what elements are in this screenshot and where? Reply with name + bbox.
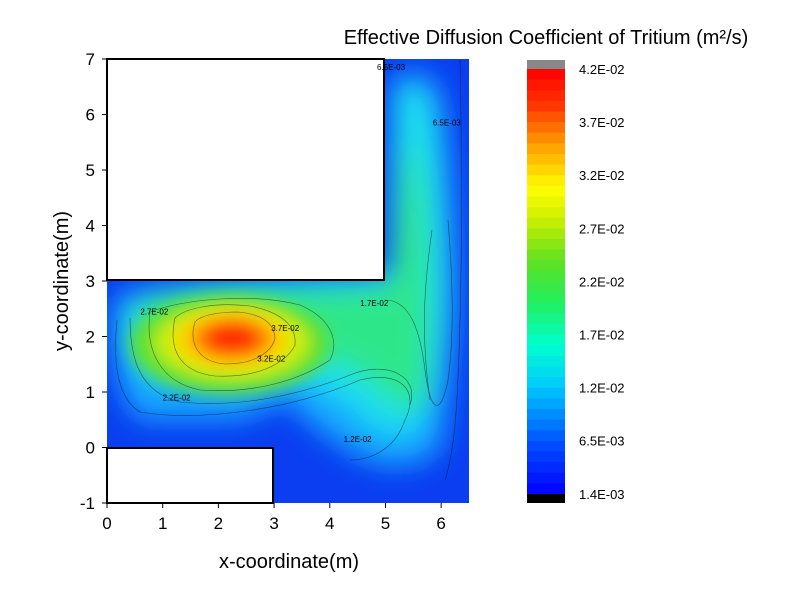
x-axis-ticks: 0 1 2 3 4 5 6 xyxy=(102,503,446,533)
colorbar-band xyxy=(527,122,565,134)
y-tick-label: 1 xyxy=(86,383,95,402)
colorbar xyxy=(527,60,565,503)
colorbar-tick-label: 3.7E-02 xyxy=(579,115,625,130)
colorbar-band xyxy=(527,398,565,410)
contour-label: 2.7E-02 xyxy=(140,307,169,316)
colorbar-band xyxy=(527,440,565,453)
excluded-region-bottom xyxy=(106,447,274,504)
colorbar-band xyxy=(527,239,565,251)
excluded-region-top xyxy=(106,58,385,281)
colorbar-band xyxy=(527,79,565,91)
colorbar-band xyxy=(527,196,565,208)
contour-label: 1.2E-02 xyxy=(344,435,373,444)
colorbar-band xyxy=(527,451,565,463)
colorbar-band xyxy=(527,334,565,346)
x-tick-label: 4 xyxy=(325,514,334,533)
y-axis-label: y-coordinate(m) xyxy=(51,211,73,351)
colorbar-over-cell xyxy=(527,60,565,69)
x-tick-label: 6 xyxy=(436,514,445,533)
contour-label: 6.5E-03 xyxy=(377,63,406,72)
colorbar-band xyxy=(527,164,565,176)
colorbar-band xyxy=(527,430,565,442)
colorbar-band xyxy=(527,345,565,357)
colorbar-band xyxy=(527,217,565,229)
colorbar-band xyxy=(527,90,565,102)
colorbar-band xyxy=(527,228,565,240)
colorbar-tick-label: 1.2E-02 xyxy=(579,381,625,396)
colorbar-band xyxy=(527,69,565,81)
colorbar-tick-label: 1.4E-03 xyxy=(579,487,625,502)
colorbar-band xyxy=(527,409,565,421)
y-tick-label: 5 xyxy=(86,161,95,180)
colorbar-band xyxy=(527,324,565,336)
x-axis-label: x-coordinate(m) xyxy=(219,551,359,573)
x-tick-label: 1 xyxy=(158,514,167,533)
contour-label: 1.7E-02 xyxy=(360,299,389,308)
y-axis-ticks: -1 0 1 2 3 4 5 6 7 xyxy=(80,50,107,513)
contour-label: 3.7E-02 xyxy=(271,324,300,333)
colorbar-tick-label: 4.2E-02 xyxy=(579,62,625,77)
colorbar-band xyxy=(527,313,565,325)
colorbar-band xyxy=(527,143,565,155)
x-tick-label: 3 xyxy=(269,514,278,533)
colorbar-band xyxy=(527,387,565,399)
colorbar-band xyxy=(527,462,565,474)
colorbar-tick-label: 2.7E-02 xyxy=(579,221,625,236)
colorbar-band xyxy=(527,355,565,368)
x-tick-label: 2 xyxy=(214,514,223,533)
colorbar-tick-label: 1.7E-02 xyxy=(579,328,625,343)
colorbar-band xyxy=(527,132,565,144)
y-tick-label: -1 xyxy=(80,494,95,513)
y-tick-label: 3 xyxy=(86,272,95,291)
x-tick-label: 0 xyxy=(102,514,111,533)
colorbar-band xyxy=(527,175,565,187)
colorbar-tick-label: 2.2E-02 xyxy=(579,274,625,289)
colorbar-ticks: 4.2E-02 3.7E-02 3.2E-02 2.7E-02 2.2E-02 1.7E-… xyxy=(579,62,625,502)
contour-label: 3.2E-02 xyxy=(257,354,286,363)
colorbar-band xyxy=(527,419,565,431)
colorbar-band xyxy=(527,154,565,166)
colorbar-band xyxy=(527,100,565,113)
colorbar-tick-label: 3.2E-02 xyxy=(579,168,625,183)
contour-label: 2.2E-02 xyxy=(163,393,192,402)
colorbar-band xyxy=(527,366,565,378)
colorbar-band xyxy=(527,249,565,261)
contour-labels: 6.5E-03 6.5E-03 2.7E-02 3.7E-02 1.7E-02 3.2E-… xyxy=(140,63,461,444)
colorbar-band xyxy=(527,281,565,293)
colorbar-band xyxy=(527,377,565,389)
colorbar-band xyxy=(527,292,565,304)
colorbar-band xyxy=(527,207,565,219)
colorbar-band xyxy=(527,483,565,495)
y-tick-label: 6 xyxy=(86,106,95,125)
colorbar-band xyxy=(527,260,565,272)
colorbar-tick-label: 6.5E-03 xyxy=(579,434,625,449)
colorbar-band xyxy=(527,185,565,198)
y-tick-label: 0 xyxy=(86,439,95,458)
contour-lines xyxy=(115,59,462,481)
x-tick-label: 5 xyxy=(381,514,390,533)
colorbar-under-cell xyxy=(527,494,565,503)
colorbar-band xyxy=(527,302,565,314)
colorbar-band xyxy=(527,111,565,123)
colorbar-band xyxy=(527,270,565,283)
chart-title: Effective Diffusion Coefficient of Triti… xyxy=(344,27,749,49)
colorbar-band xyxy=(527,472,565,484)
y-tick-label: 7 xyxy=(86,50,95,69)
y-tick-label: 4 xyxy=(86,217,95,236)
y-tick-label: 2 xyxy=(86,328,95,347)
contour-label: 6.5E-03 xyxy=(433,119,462,128)
